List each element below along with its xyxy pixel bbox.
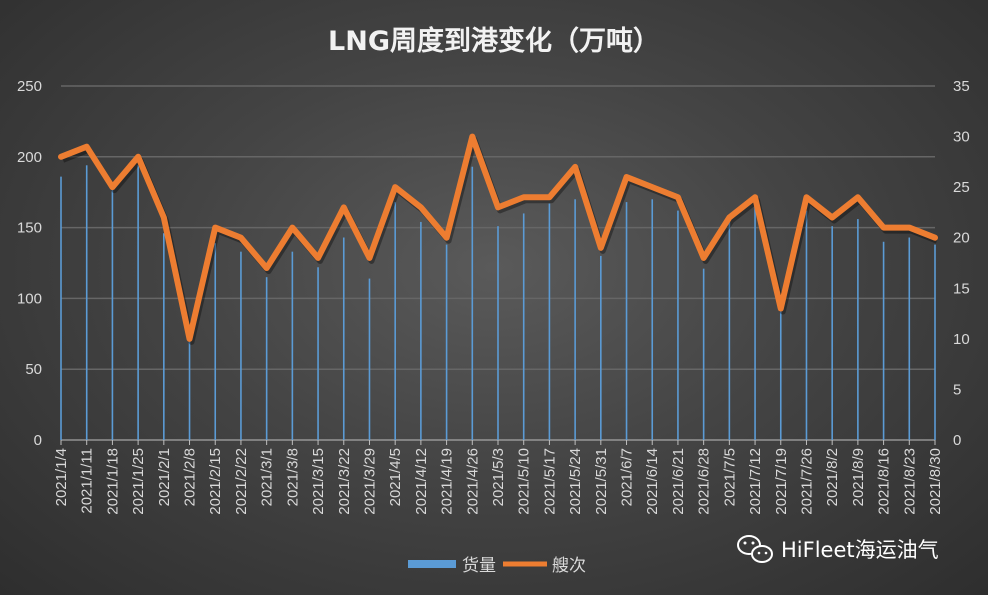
bar bbox=[779, 311, 782, 440]
bar bbox=[85, 165, 88, 440]
bar bbox=[111, 189, 114, 440]
bar bbox=[137, 165, 139, 440]
bar bbox=[651, 199, 654, 440]
bar bbox=[188, 340, 191, 440]
x-tick-label: 2021/8/9 bbox=[850, 448, 867, 506]
legend-label-line: 艘次 bbox=[552, 556, 586, 576]
x-tick-label: 2021/7/12 bbox=[747, 448, 764, 515]
legend-label-bar: 货量 bbox=[462, 556, 496, 576]
y-right-tick-label: 0 bbox=[953, 432, 961, 449]
x-tick-label: 2021/5/10 bbox=[516, 448, 533, 515]
x-tick-label: 2021/2/1 bbox=[156, 448, 173, 506]
bar bbox=[754, 206, 756, 440]
bar bbox=[471, 166, 474, 440]
bar bbox=[291, 251, 294, 440]
y-right-tick-label: 5 bbox=[953, 381, 961, 398]
y-left-tick-label: 0 bbox=[34, 432, 42, 449]
x-tick-label: 2021/5/31 bbox=[593, 448, 610, 515]
legend: 货量 艘次 bbox=[408, 556, 586, 576]
legend-swatch-bar bbox=[408, 560, 456, 568]
y-right-tick-label: 20 bbox=[953, 230, 970, 247]
bar bbox=[420, 221, 422, 440]
bar bbox=[934, 244, 936, 440]
x-tick-label: 2021/8/16 bbox=[876, 448, 893, 515]
bar bbox=[702, 268, 705, 440]
x-tick-label: 2021/6/14 bbox=[644, 448, 661, 515]
x-tick-label: 2021/7/26 bbox=[798, 448, 815, 515]
x-tick-label: 2021/4/5 bbox=[387, 448, 404, 506]
x-tick-label: 2021/8/23 bbox=[901, 448, 918, 515]
x-tick-label: 2021/5/24 bbox=[567, 448, 584, 515]
x-tick-label: 2021/7/5 bbox=[721, 448, 738, 506]
x-tick-label: 2021/6/28 bbox=[696, 448, 713, 515]
x-tick-label: 2021/8/2 bbox=[824, 448, 841, 506]
x-tick-label: 2021/2/8 bbox=[182, 448, 199, 506]
y-right-tick-label: 35 bbox=[953, 78, 970, 95]
wechat-icon bbox=[737, 535, 773, 563]
bar bbox=[522, 213, 525, 440]
chart-title: LNG周度到港变化（万吨） bbox=[328, 25, 660, 57]
x-tick-label: 2021/3/22 bbox=[336, 448, 353, 515]
x-tick-label: 2021/3/15 bbox=[310, 448, 327, 515]
x-tick-label: 2021/2/15 bbox=[207, 448, 224, 515]
x-tick-label: 2021/4/19 bbox=[439, 448, 456, 515]
x-tick-label: 2021/3/1 bbox=[259, 448, 276, 506]
bar bbox=[445, 244, 448, 440]
bar bbox=[368, 278, 371, 440]
y-left-tick-label: 100 bbox=[17, 290, 42, 307]
bar bbox=[317, 267, 319, 440]
watermark-text: HiFleet海运油气 bbox=[781, 538, 939, 562]
bar bbox=[342, 237, 345, 440]
x-tick-label: 2021/3/29 bbox=[361, 448, 378, 515]
x-tick-label: 2021/4/26 bbox=[464, 448, 481, 515]
x-tick-label: 2021/1/11 bbox=[79, 448, 96, 514]
bar bbox=[163, 233, 165, 440]
bar bbox=[908, 237, 911, 440]
bar bbox=[805, 210, 808, 440]
x-tick-label: 2021/5/17 bbox=[541, 448, 558, 515]
bar bbox=[214, 243, 217, 440]
y-left-tick-label: 250 bbox=[17, 78, 42, 95]
x-tick-label: 2021/1/18 bbox=[104, 448, 121, 515]
x-tick-label: 2021/3/8 bbox=[284, 448, 301, 506]
x-tick-label: 2021/2/22 bbox=[233, 448, 250, 515]
x-tick-label: 2021/8/30 bbox=[927, 448, 944, 515]
bar bbox=[882, 241, 885, 440]
y-left-tick-label: 50 bbox=[25, 361, 42, 378]
x-tick-label: 2021/1/25 bbox=[130, 448, 147, 515]
bar bbox=[497, 226, 499, 440]
x-tick-label: 2021/4/12 bbox=[413, 448, 430, 515]
y-right-tick-label: 10 bbox=[953, 331, 970, 348]
bar bbox=[240, 251, 242, 440]
bar bbox=[600, 255, 602, 440]
bar bbox=[728, 221, 731, 440]
bar bbox=[625, 202, 628, 440]
bar bbox=[831, 226, 833, 440]
y-right-tick-label: 25 bbox=[953, 179, 970, 196]
y-right-tick-label: 15 bbox=[953, 280, 970, 297]
bar bbox=[60, 176, 62, 440]
y-left-tick-label: 200 bbox=[17, 149, 42, 166]
x-tick-label: 2021/1/4 bbox=[53, 448, 70, 506]
bar bbox=[677, 210, 679, 440]
bar bbox=[265, 277, 268, 440]
y-left-tick-label: 150 bbox=[17, 220, 42, 237]
bar bbox=[548, 203, 551, 440]
watermark: HiFleet海运油气 bbox=[737, 535, 939, 563]
bar bbox=[574, 199, 576, 440]
x-tick-label: 2021/7/19 bbox=[773, 448, 790, 515]
x-tick-label: 2021/6/7 bbox=[619, 448, 636, 506]
x-tick-label: 2021/6/21 bbox=[670, 448, 687, 515]
bar bbox=[857, 219, 859, 440]
y-right-tick-label: 30 bbox=[953, 129, 970, 146]
x-tick-label: 2021/5/3 bbox=[490, 448, 507, 506]
bar bbox=[394, 202, 396, 440]
